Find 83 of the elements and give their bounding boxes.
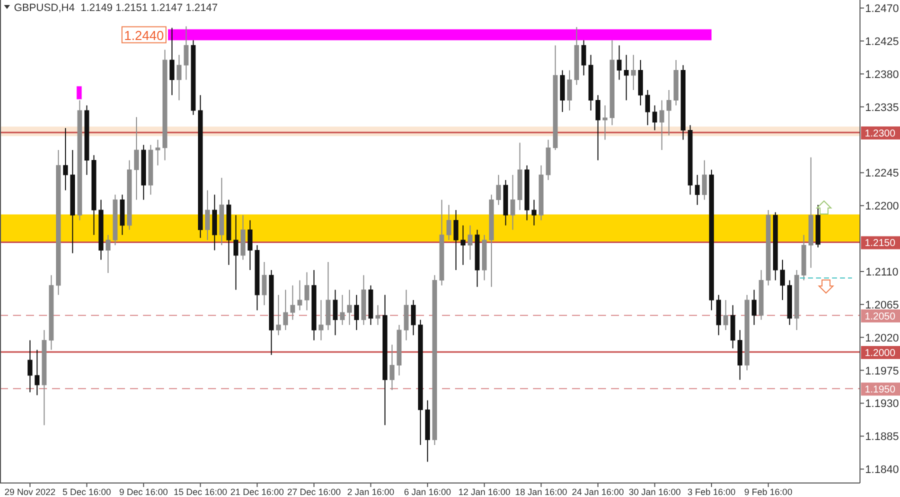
- x-tick-label: 5 Dec 16:00: [62, 487, 112, 497]
- x-tick-label: 3 Feb 16:00: [687, 487, 736, 497]
- candlestick: [290, 284, 296, 320]
- y-tick-label: 1.1840: [865, 464, 899, 476]
- ref-line-label: 1.2150: [864, 238, 896, 250]
- candlestick: [347, 289, 352, 326]
- candlestick: [645, 90, 650, 126]
- candlestick: [652, 104, 658, 131]
- candlestick: [63, 128, 68, 191]
- candlestick: [596, 94, 600, 161]
- ref-line-label: 1.1950: [864, 384, 896, 396]
- candlestick: [134, 116, 139, 200]
- x-tick-label: 21 Dec 16:00: [230, 487, 284, 497]
- x-tick-label: 18 Jan 16:00: [515, 487, 568, 497]
- x-tick-label: 2 Jan 16:00: [347, 487, 394, 497]
- candlestick: [248, 220, 252, 271]
- x-tick-label: 6 Jan 16:00: [404, 487, 452, 497]
- candlestick: [666, 90, 672, 136]
- x-tick-label: 30 Jan 16:00: [628, 487, 681, 497]
- candlestick: [155, 139, 160, 166]
- candlestick: [34, 349, 40, 396]
- ref-line-label: 1.2300: [864, 128, 896, 140]
- candlestick: [340, 294, 345, 326]
- candlestick: [410, 300, 416, 336]
- candlestick: [510, 174, 516, 230]
- candlestick: [454, 210, 458, 271]
- x-tick-label: 12 Jan 16:00: [458, 487, 510, 497]
- candlestick: [752, 289, 756, 326]
- candlestick: [318, 300, 324, 341]
- candlestick: [631, 54, 636, 91]
- y-tick-label: 1.2425: [865, 36, 899, 48]
- y-tick-label: 1.1930: [865, 398, 899, 410]
- x-tick-label: 9 Dec 16:00: [119, 487, 168, 497]
- y-tick-label: 1.2200: [865, 200, 899, 213]
- candlestick: [176, 54, 182, 101]
- candlestick: [780, 259, 785, 301]
- candlestick: [262, 261, 267, 306]
- y-tick-label: 1.2020: [865, 332, 899, 344]
- candlestick: [446, 204, 452, 241]
- x-tick-label: 9 Feb 16:00: [744, 487, 792, 497]
- y-tick-label: 1.2110: [866, 266, 898, 279]
- candlestick: [581, 40, 586, 76]
- candlestick: [723, 300, 728, 331]
- x-tick-label: 29 Nov 2022: [4, 487, 56, 497]
- candlestick: [375, 304, 380, 326]
- candlestick: [233, 214, 238, 290]
- candlestick: [659, 100, 664, 151]
- ref-line-label: 1.2000: [864, 348, 896, 360]
- candlestick: [616, 44, 622, 80]
- y-tick-label: 1.1885: [865, 431, 899, 444]
- candlestick: [276, 294, 281, 336]
- y-tick-label: 1.2245: [865, 168, 899, 180]
- x-tick-label: 24 Jan 16:00: [572, 487, 624, 497]
- candlestick: [702, 160, 707, 200]
- candlestick: [106, 234, 110, 274]
- y-tick-label: 1.2065: [865, 299, 899, 312]
- x-tick-label: 27 Dec 16:00: [287, 487, 341, 497]
- chart-title: GBPUSD,H4 1.2149 1.2151 1.2147 1.2147: [14, 2, 218, 14]
- candlestick: [460, 224, 466, 266]
- candlestick: [354, 294, 359, 331]
- y-tick-label: 1.1975: [865, 365, 899, 378]
- y-tick-label: 1.2335: [865, 102, 899, 114]
- ref-line-label: 1.2050: [864, 311, 896, 322]
- candlestick: [567, 70, 572, 112]
- candlestick: [170, 27, 174, 96]
- y-tick-label: 1.2470: [865, 3, 899, 16]
- candlestick: [332, 289, 338, 336]
- band-label: 1.2440: [124, 28, 164, 43]
- candlestick: [205, 190, 210, 241]
- candlestick: [390, 344, 394, 391]
- candlestick: [184, 26, 189, 80]
- candlestick: [283, 289, 288, 331]
- candlestick: [624, 54, 629, 101]
- y-tick-label: 1.2380: [865, 68, 899, 81]
- candlestick: [304, 272, 310, 311]
- x-tick-label: 15 Dec 16:00: [174, 487, 228, 497]
- candlestick: [28, 340, 32, 393]
- candlestick: [468, 224, 473, 260]
- candlestick: [602, 104, 608, 140]
- candlestick: [297, 280, 302, 311]
- candlestick: [496, 174, 501, 206]
- candlestick: [532, 199, 536, 226]
- candlestick: [694, 174, 700, 206]
